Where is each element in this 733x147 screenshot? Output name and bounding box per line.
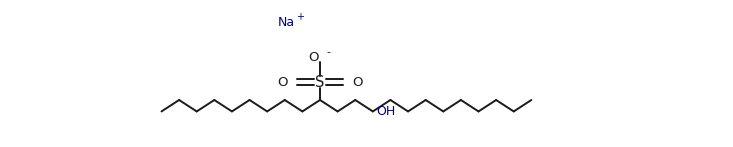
Text: S: S (315, 75, 325, 90)
Text: OH: OH (376, 105, 395, 118)
Text: Na: Na (278, 15, 295, 29)
Text: O: O (352, 76, 363, 88)
Text: O: O (309, 51, 319, 64)
Text: -: - (326, 47, 330, 57)
Text: +: + (296, 12, 304, 22)
Text: O: O (278, 76, 288, 88)
